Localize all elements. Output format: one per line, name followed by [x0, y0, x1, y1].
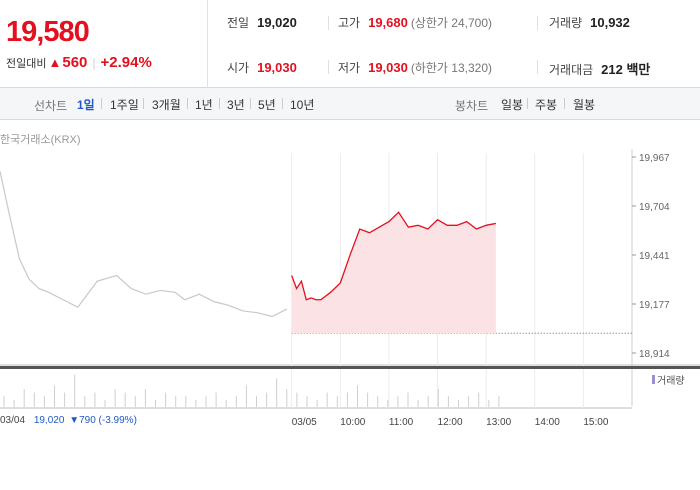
- amount-value: 212 백만: [601, 62, 651, 77]
- period-5y-button[interactable]: 5년: [258, 98, 276, 112]
- y-tick-label: 19,441: [639, 251, 670, 262]
- volume-value: 10,932: [590, 15, 630, 30]
- open-label: 시가: [227, 61, 250, 75]
- x-tick-label: 11:00: [389, 417, 414, 428]
- y-tick-label: 18,914: [639, 349, 670, 360]
- period-10y-button[interactable]: 10년: [290, 98, 315, 112]
- period-3y-button[interactable]: 3년: [227, 98, 245, 112]
- divider: [187, 98, 188, 109]
- lower-limit: (하한가 13,320): [410, 61, 493, 75]
- high-value: 19,680: [368, 15, 408, 30]
- y-tick-label: 19,704: [639, 202, 670, 213]
- up-arrow-icon: ▲: [48, 55, 62, 70]
- high-item: 고가 19,680 (상한가 24,700): [338, 14, 492, 31]
- x-tick-label: 10:00: [340, 417, 365, 428]
- volume-legend-swatch: [652, 375, 655, 384]
- prev-close-item: 전일 19,020: [227, 14, 297, 31]
- amount-item: 거래대금 212 백만: [549, 59, 650, 78]
- open-item: 시가 19,030: [227, 59, 297, 76]
- open-value: 19,030: [257, 60, 297, 75]
- prev-day-date: 03/04: [0, 415, 26, 426]
- period-1d-button[interactable]: 1일: [77, 98, 95, 112]
- prev-day-change: ▼790 (-3.99%): [69, 415, 137, 426]
- series-today-area: [291, 212, 496, 334]
- prev-day-price: 19,020: [33, 415, 65, 426]
- period-1w-button[interactable]: 1주일: [110, 98, 139, 112]
- change-label: 전일대비: [6, 57, 47, 70]
- period-3m-button[interactable]: 3개월: [152, 98, 181, 112]
- series-prev-day-line: [0, 171, 288, 318]
- volume-item: 거래량 10,932: [549, 14, 630, 31]
- volume-legend-label: 거래량: [657, 376, 685, 387]
- price-chart: 19,967 19,704 19,441 19,177 18,914 03/05 10:00…: [0, 121, 700, 490]
- divider: [564, 98, 565, 109]
- x-tick-label: 14:00: [535, 417, 560, 428]
- divider: [328, 16, 329, 30]
- candle-chart-label: 봉차트: [455, 99, 489, 113]
- prev-close-value: 19,020: [257, 15, 297, 30]
- divider: [328, 60, 329, 74]
- x-tick-label: 13:00: [486, 417, 511, 428]
- high-label: 고가: [338, 16, 361, 30]
- divider: [537, 60, 538, 74]
- divider: [219, 98, 220, 109]
- y-tick-label: 19,967: [639, 153, 670, 164]
- period-1y-button[interactable]: 1년: [195, 98, 213, 112]
- candle-daily-button[interactable]: 일봉: [501, 98, 524, 112]
- low-item: 저가 19,030 (하한가 13,320): [338, 59, 492, 76]
- candle-monthly-button[interactable]: 월봉: [573, 98, 596, 112]
- low-value: 19,030: [368, 60, 408, 75]
- chart-canvas: 19,967 19,704 19,441 19,177 18,914 03/05 10:00…: [0, 149, 700, 428]
- quote-panel: 19,580 전일대비 ▲ 560 | +2.94% 전일 19,020 고가 …: [0, 0, 700, 88]
- divider: [537, 16, 538, 30]
- divider: [527, 98, 528, 109]
- current-price: 19,580: [6, 16, 90, 48]
- volume-legend: 거래량: [652, 372, 685, 387]
- change-separator: |: [92, 55, 96, 70]
- divider: [282, 98, 283, 109]
- prev-day-info: 03/04 19,020 ▼790 (-3.99%): [0, 415, 137, 426]
- prev-close-label: 전일: [227, 16, 250, 30]
- change-rate: +2.94%: [100, 54, 152, 71]
- divider: [101, 98, 102, 109]
- change-value: 560: [62, 54, 88, 71]
- y-tick-label: 19,177: [639, 300, 670, 311]
- x-tick-label: 12:00: [438, 417, 463, 428]
- divider: [143, 98, 144, 109]
- low-label: 저가: [338, 61, 361, 75]
- amount-label: 거래대금: [549, 63, 594, 77]
- bottom-border: [0, 366, 700, 369]
- divider: [250, 98, 251, 109]
- data-source: 한국거래소(KRX): [0, 134, 81, 146]
- chart-toolbar: 선차트 1일 1주일 3개월 1년 3년 5년 10년 봉차트 일봉 주봉 월봉: [0, 88, 700, 120]
- current-price-block: 19,580 전일대비 ▲ 560 | +2.94%: [0, 0, 208, 88]
- change-row: 전일대비 ▲ 560 | +2.94%: [6, 54, 152, 71]
- series-today-line: [291, 211, 496, 301]
- line-chart-label: 선차트: [34, 99, 68, 113]
- x-tick-label: 15:00: [583, 417, 608, 428]
- volume-label: 거래량: [549, 16, 583, 30]
- upper-limit: (상한가 24,700): [410, 16, 493, 30]
- candle-weekly-button[interactable]: 주봉: [535, 98, 558, 112]
- x-tick-label: 03/05: [292, 417, 317, 428]
